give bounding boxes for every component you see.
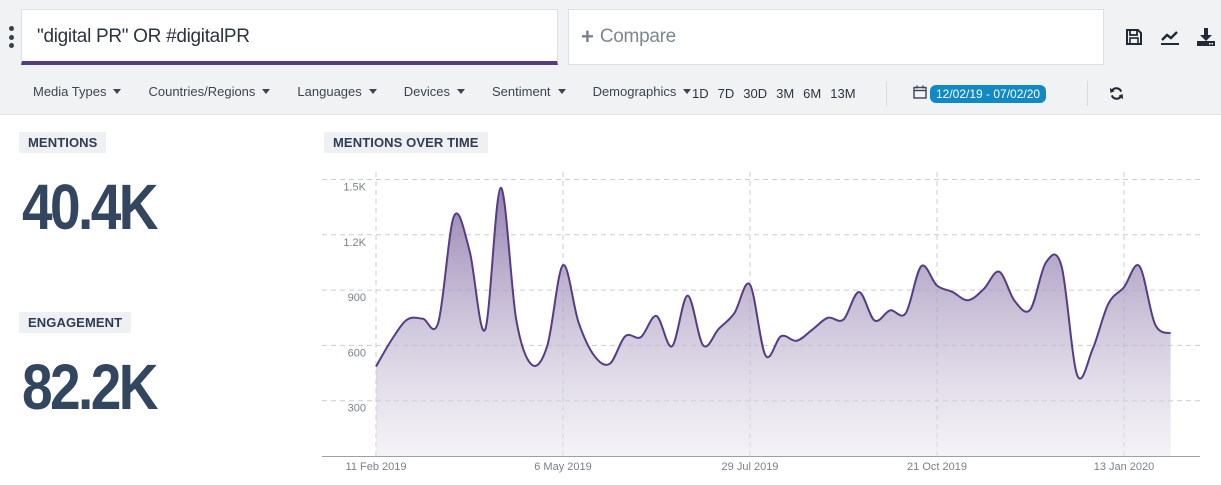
refresh-icon[interactable] bbox=[1109, 86, 1124, 101]
filter-demographics[interactable]: Demographics bbox=[593, 84, 692, 99]
more-options-icon[interactable] bbox=[7, 26, 15, 48]
filter-devices[interactable]: Devices bbox=[403, 84, 466, 99]
compare-input[interactable]: + Compare bbox=[568, 9, 1104, 65]
range-30d[interactable]: 30D bbox=[743, 86, 768, 101]
search-query-text: "digital PR" OR #digitalPR bbox=[37, 26, 250, 47]
filter-label: Languages bbox=[297, 84, 362, 99]
divider bbox=[886, 81, 887, 106]
caret-down-icon bbox=[368, 89, 377, 94]
toolbar-icons bbox=[1124, 27, 1216, 47]
compare-label: Compare bbox=[599, 26, 676, 47]
range-7d[interactable]: 7D bbox=[717, 86, 735, 101]
x-tick-label: 6 May 2019 bbox=[534, 461, 591, 473]
plus-icon: + bbox=[581, 24, 594, 49]
caret-down-icon bbox=[457, 89, 466, 94]
caret-down-icon bbox=[113, 89, 122, 94]
filter-countries-regions[interactable]: Countries/Regions bbox=[148, 84, 271, 99]
filter-label: Sentiment bbox=[492, 84, 551, 99]
y-tick-label: 1.2K bbox=[343, 237, 366, 249]
y-tick-label: 300 bbox=[348, 403, 366, 415]
query-header: "digital PR" OR #digitalPR + Compare Med… bbox=[0, 0, 1221, 115]
filter-label: Media Types bbox=[33, 84, 107, 99]
y-tick-label: 1.5K bbox=[343, 182, 366, 194]
chart-title: MENTIONS OVER TIME bbox=[324, 132, 488, 153]
divider bbox=[1087, 81, 1088, 106]
engagement-label: ENGAGEMENT bbox=[19, 312, 132, 333]
engagement-value: 82.2K bbox=[22, 351, 159, 423]
date-range-badge[interactable]: 12/02/19 - 07/02/20 bbox=[930, 85, 1047, 103]
filter-label: Devices bbox=[403, 84, 451, 99]
filter-label: Countries/Regions bbox=[148, 84, 256, 99]
range-1d[interactable]: 1D bbox=[692, 86, 709, 101]
caret-down-icon bbox=[683, 89, 692, 94]
area-fill bbox=[376, 187, 1171, 456]
caret-down-icon bbox=[557, 89, 566, 94]
range-6m[interactable]: 6M bbox=[803, 86, 822, 101]
y-tick-label: 600 bbox=[348, 347, 366, 359]
search-query-input[interactable]: "digital PR" OR #digitalPR bbox=[21, 9, 558, 65]
mentions-line bbox=[375, 186, 1172, 380]
y-tick-label: 900 bbox=[348, 292, 366, 304]
caret-down-icon bbox=[262, 89, 271, 94]
mentions-over-time-chart[interactable]: 300 600 900 1.2K 1.5K 11 Feb 2019 6 May 2019 29… bbox=[320, 165, 1221, 485]
range-13m[interactable]: 13M bbox=[830, 86, 856, 101]
save-icon[interactable] bbox=[1124, 27, 1144, 47]
range-3m[interactable]: 3M bbox=[776, 86, 795, 101]
filter-languages[interactable]: Languages bbox=[297, 84, 377, 99]
line-chart-icon[interactable] bbox=[1160, 27, 1180, 47]
filter-bar: Media Types Countries/Regions Languages … bbox=[33, 84, 718, 99]
x-tick-label: 21 Oct 2019 bbox=[907, 461, 967, 473]
filter-sentiment[interactable]: Sentiment bbox=[492, 84, 566, 99]
x-tick-label: 29 Jul 2019 bbox=[722, 461, 779, 473]
mentions-label: MENTIONS bbox=[19, 132, 107, 153]
mentions-value: 40.4K bbox=[22, 171, 159, 243]
filter-media-types[interactable]: Media Types bbox=[33, 84, 122, 99]
calendar-icon[interactable] bbox=[913, 85, 927, 99]
time-range-selector: 1D 7D 30D 3M 6M 13M bbox=[692, 86, 856, 101]
filter-label: Demographics bbox=[592, 84, 677, 99]
x-tick-label: 11 Feb 2019 bbox=[346, 461, 407, 473]
download-icon[interactable] bbox=[1196, 27, 1216, 47]
x-tick-label: 13 Jan 2020 bbox=[1094, 461, 1155, 473]
